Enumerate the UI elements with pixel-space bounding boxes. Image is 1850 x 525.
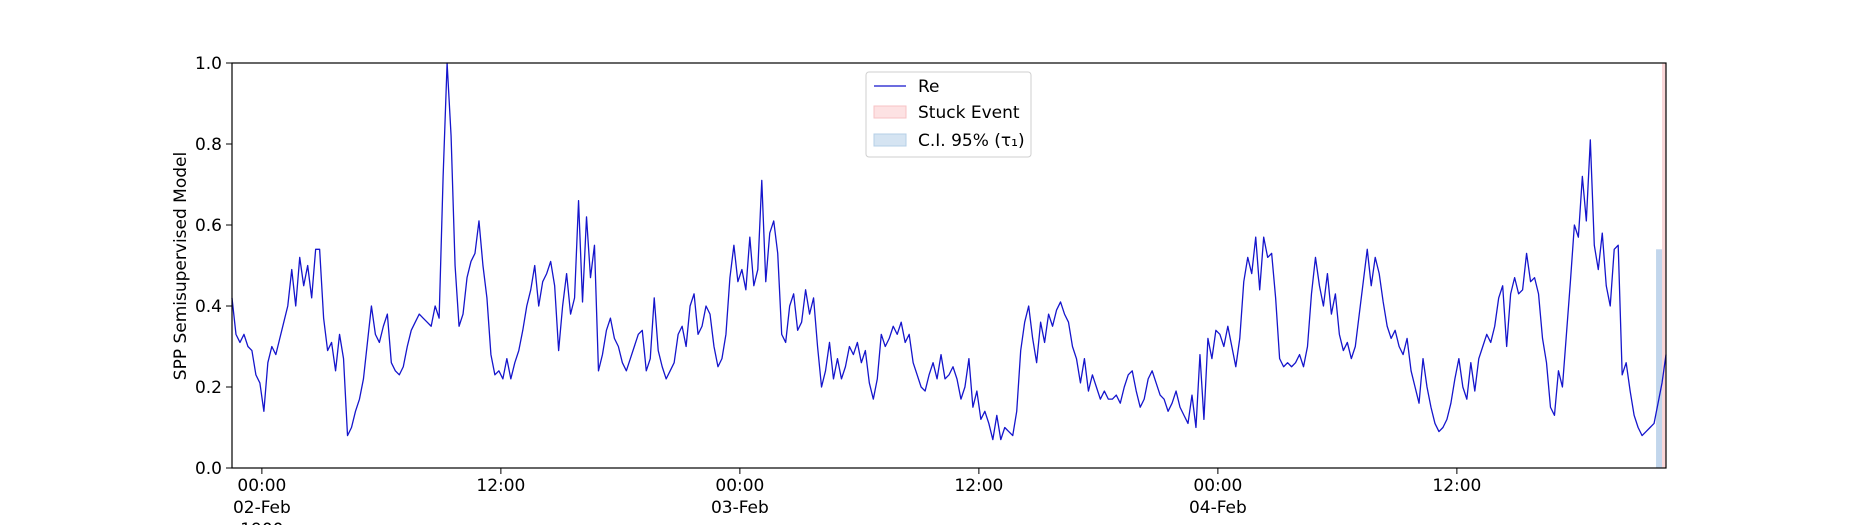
x-tick-label: 12:00 (954, 476, 1003, 496)
x-tick-label: 12:00 (1432, 476, 1481, 496)
shaded-bands (1656, 63, 1666, 468)
y-tick-label: 0.0 (195, 459, 222, 479)
x-tick-date-label: 04-Feb (1189, 498, 1247, 518)
x-tick-year-label: 1900 (240, 520, 283, 525)
y-tick-label: 0.6 (195, 216, 222, 236)
x-tick-date-label: 02-Feb (233, 498, 291, 518)
x-tick-label: 00:00 (237, 476, 286, 496)
x-tick-label: 12:00 (476, 476, 525, 496)
legend-ci-swatch (873, 133, 907, 147)
legend-box (865, 71, 1032, 158)
y-axis-label: SPP Semisupervised Model (171, 152, 191, 380)
x-tick-label: 00:00 (715, 476, 764, 496)
legend-label-re: Re (918, 77, 940, 97)
plot-frame (231, 62, 1667, 469)
series-layer (231, 62, 1667, 441)
y-tick-label: 1.0 (195, 54, 222, 74)
legend-stuck-swatch (873, 105, 907, 119)
y-tick-label: 0.2 (195, 378, 222, 398)
confidence-interval-band (1656, 249, 1663, 468)
legend-label-ci: C.I. 95% (τ₁) (918, 131, 1025, 151)
y-tick-label: 0.4 (195, 297, 222, 317)
legend-label-stuck: Stuck Event (918, 103, 1020, 123)
y-tick-label: 0.8 (195, 135, 222, 155)
x-tick-date-label: 03-Feb (711, 498, 769, 518)
legend: Re Stuck Event C.I. 95% (τ₁) (865, 71, 1032, 158)
x-axis: 00:0002-Feb190012:0000:0003-Feb12:0000:0… (233, 468, 1481, 525)
y-axis: 0.0 0.2 0.4 0.6 0.8 1.0 (195, 54, 232, 479)
stuck-event-band (1662, 63, 1666, 468)
x-tick-label: 00:00 (1193, 476, 1242, 496)
series-line-re (231, 62, 1667, 441)
